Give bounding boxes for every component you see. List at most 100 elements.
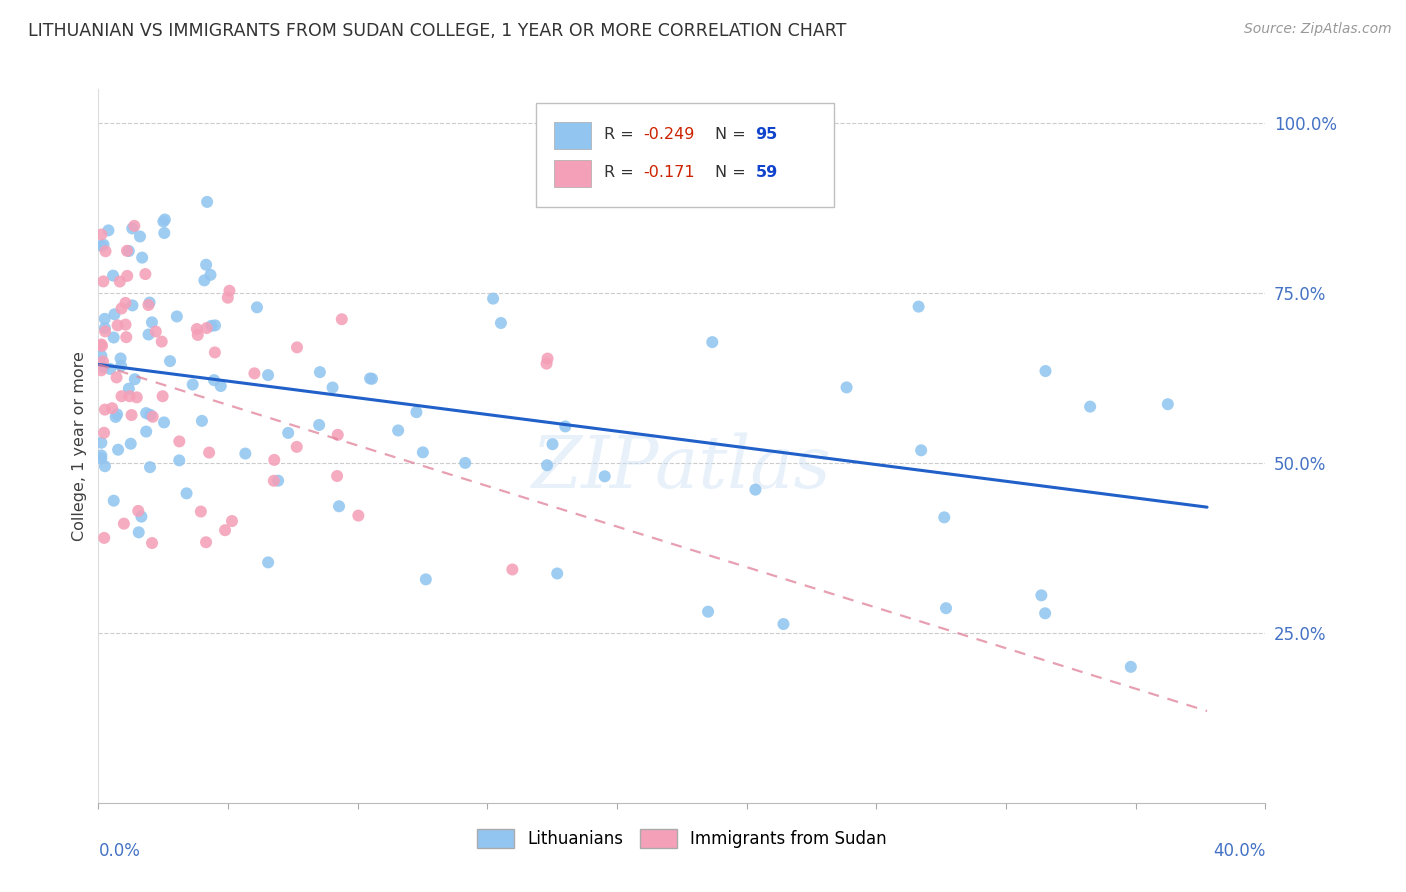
Point xyxy=(114,318,136,332)
Point xyxy=(935,601,957,615)
Bar xyxy=(554,160,591,187)
Point xyxy=(330,312,353,326)
Point xyxy=(90,449,112,463)
Point xyxy=(118,382,141,396)
Point xyxy=(153,212,176,227)
Point xyxy=(322,380,344,394)
Point xyxy=(114,296,136,310)
Point xyxy=(910,443,932,458)
Text: 95: 95 xyxy=(755,127,778,142)
Point xyxy=(309,365,332,379)
FancyBboxPatch shape xyxy=(536,103,834,207)
Point xyxy=(176,486,198,500)
Point xyxy=(243,367,266,381)
Point xyxy=(195,535,218,549)
Point xyxy=(142,409,165,424)
Point xyxy=(129,229,152,244)
Point xyxy=(277,425,299,440)
Point xyxy=(153,226,176,240)
Point xyxy=(347,508,370,523)
Point xyxy=(536,458,558,473)
Point xyxy=(326,428,349,442)
Point xyxy=(131,509,153,524)
Text: 59: 59 xyxy=(755,164,778,179)
Point xyxy=(772,617,794,632)
Point xyxy=(103,330,125,344)
Text: 0.0%: 0.0% xyxy=(98,842,141,860)
Point xyxy=(193,273,215,287)
Point xyxy=(118,389,141,403)
Point xyxy=(204,345,226,359)
Point xyxy=(907,300,929,314)
Point xyxy=(110,359,132,373)
Point xyxy=(541,437,564,451)
Point xyxy=(94,402,117,417)
Point xyxy=(191,414,214,428)
Point xyxy=(489,316,512,330)
Point xyxy=(110,389,132,403)
Point xyxy=(195,258,218,272)
Point xyxy=(1157,397,1180,411)
Point xyxy=(128,525,150,540)
Point xyxy=(195,194,218,209)
Point xyxy=(112,516,135,531)
Point xyxy=(90,239,112,253)
Point xyxy=(200,318,222,333)
Point xyxy=(138,327,160,342)
Text: ZIPatlas: ZIPatlas xyxy=(531,432,832,503)
Point xyxy=(198,445,221,459)
Point xyxy=(103,307,125,321)
Text: N =: N = xyxy=(714,164,751,179)
Point xyxy=(221,514,243,528)
Point xyxy=(1035,364,1057,378)
Point xyxy=(94,324,117,338)
Point xyxy=(131,251,153,265)
Point xyxy=(209,379,232,393)
Point xyxy=(105,370,128,384)
Point xyxy=(702,335,724,350)
Legend: Lithuanians, Immigrants from Sudan: Lithuanians, Immigrants from Sudan xyxy=(471,822,893,855)
Point xyxy=(93,531,115,545)
Point xyxy=(186,322,208,336)
Point xyxy=(110,301,132,316)
Point xyxy=(263,474,285,488)
Point xyxy=(141,536,163,550)
Point xyxy=(120,436,142,450)
Point xyxy=(91,354,114,368)
Point xyxy=(97,223,120,237)
Point xyxy=(107,318,129,333)
Point xyxy=(326,469,349,483)
Point xyxy=(124,372,146,386)
Point xyxy=(90,451,112,466)
Point xyxy=(117,268,139,283)
Text: N =: N = xyxy=(714,127,751,142)
Point xyxy=(139,408,162,422)
Point xyxy=(115,244,138,258)
Point xyxy=(233,446,256,460)
Point xyxy=(501,562,523,576)
Point xyxy=(127,504,149,518)
Point xyxy=(90,337,112,351)
Point xyxy=(1119,660,1142,674)
Point xyxy=(187,327,209,342)
Point xyxy=(257,368,280,383)
Point xyxy=(93,311,115,326)
Point xyxy=(835,380,858,394)
Point xyxy=(263,453,285,467)
Point xyxy=(139,460,162,475)
Text: -0.249: -0.249 xyxy=(644,127,695,142)
Point xyxy=(359,371,381,385)
Point xyxy=(138,298,160,312)
Point xyxy=(91,274,114,288)
Text: Source: ZipAtlas.com: Source: ZipAtlas.com xyxy=(1244,22,1392,37)
Point xyxy=(101,401,124,416)
Point xyxy=(181,377,204,392)
Point xyxy=(546,566,568,581)
Point xyxy=(934,510,956,524)
Point xyxy=(93,360,115,375)
Text: -0.171: -0.171 xyxy=(644,164,695,179)
Point xyxy=(115,330,138,344)
Point xyxy=(121,298,143,312)
Point xyxy=(105,407,128,421)
Point xyxy=(134,267,156,281)
